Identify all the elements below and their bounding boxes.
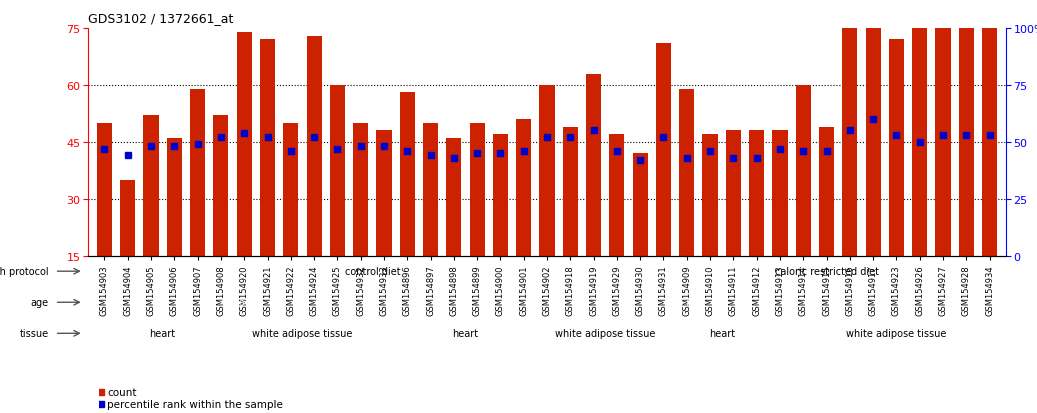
Bar <box>354 123 368 256</box>
Bar <box>795 85 811 256</box>
Bar <box>842 6 858 256</box>
Text: count: count <box>107 387 137 397</box>
Text: white adipose tissue: white adipose tissue <box>252 328 353 339</box>
Bar <box>959 10 974 256</box>
Text: control diet: control diet <box>344 266 400 277</box>
Bar <box>913 17 927 256</box>
Text: 4 mo: 4 mo <box>220 297 245 308</box>
Text: age: age <box>30 297 49 308</box>
Bar <box>935 0 951 256</box>
Bar <box>726 131 740 256</box>
Bar <box>120 180 135 256</box>
Bar <box>283 123 299 256</box>
Bar <box>446 139 461 256</box>
Bar <box>749 131 764 256</box>
Text: percentile rank within the sample: percentile rank within the sample <box>107 399 283 409</box>
Bar <box>610 135 624 256</box>
Text: white adipose tissue: white adipose tissue <box>846 328 947 339</box>
Bar <box>96 123 112 256</box>
Text: heart: heart <box>149 328 175 339</box>
Bar <box>330 85 345 256</box>
Text: caloric restricted diet: caloric restricted diet <box>775 266 878 277</box>
Bar <box>702 135 718 256</box>
Bar <box>143 116 159 256</box>
Bar <box>376 131 392 256</box>
Bar <box>167 139 181 256</box>
Bar <box>539 85 555 256</box>
Bar <box>470 123 484 256</box>
Bar <box>586 74 601 256</box>
Bar <box>260 40 275 256</box>
Text: GDS3102 / 1372661_at: GDS3102 / 1372661_at <box>88 12 233 25</box>
Bar <box>982 29 998 256</box>
Bar <box>563 127 578 256</box>
Bar <box>190 90 205 256</box>
Bar <box>423 123 438 256</box>
Bar <box>889 40 904 256</box>
Text: white adipose tissue: white adipose tissue <box>555 328 655 339</box>
Text: growth protocol: growth protocol <box>0 266 49 277</box>
Bar <box>399 93 415 256</box>
Bar <box>679 90 695 256</box>
Bar <box>866 0 880 256</box>
Text: tissue: tissue <box>20 328 49 339</box>
Text: heart: heart <box>452 328 478 339</box>
Text: heart: heart <box>708 328 735 339</box>
Bar <box>656 44 671 256</box>
Bar <box>819 127 834 256</box>
Bar <box>493 135 508 256</box>
Bar <box>773 131 787 256</box>
Bar <box>236 33 252 256</box>
Bar <box>307 36 321 256</box>
Bar <box>633 154 648 256</box>
Bar <box>516 120 531 256</box>
Text: 28 mo: 28 mo <box>671 297 702 308</box>
Bar <box>214 116 228 256</box>
